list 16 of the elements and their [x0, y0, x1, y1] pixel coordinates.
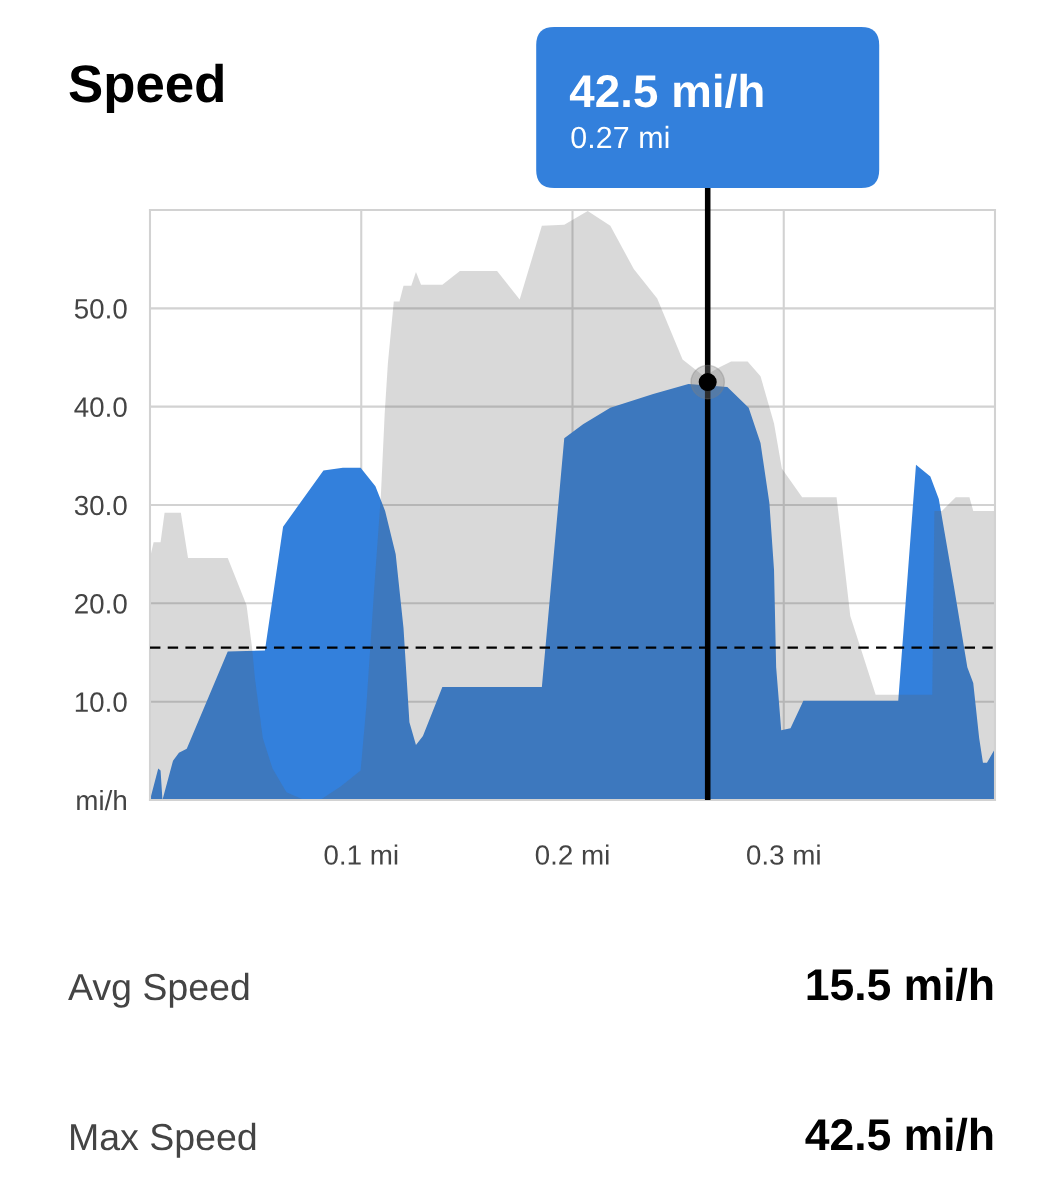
y-tick-label: mi/h	[77, 789, 126, 811]
y-tick-label: 10.0	[75, 692, 127, 713]
x-tick-label: 0.3 mi	[747, 844, 820, 865]
x-tick-label: 0.2 mi	[535, 844, 609, 865]
text: 42.5 mi/h	[569, 73, 763, 108]
text: Max Speed	[71, 1122, 256, 1158]
y-tick-label: 30.0	[74, 495, 127, 516]
text: 42.5 mi/h	[805, 1117, 993, 1151]
y-tick-label: 20.0	[75, 594, 127, 614]
x-tick-label: 0.1 mi	[324, 844, 398, 865]
text: Avg Speed	[68, 972, 249, 1008]
text: 0.27 mi	[571, 125, 669, 149]
text: 15.5 mi/h	[807, 967, 993, 1001]
y-tick-label: 40.0	[74, 397, 127, 418]
chart-title: Speed	[69, 63, 223, 113]
y-tick-label: 50.0	[74, 299, 127, 319]
